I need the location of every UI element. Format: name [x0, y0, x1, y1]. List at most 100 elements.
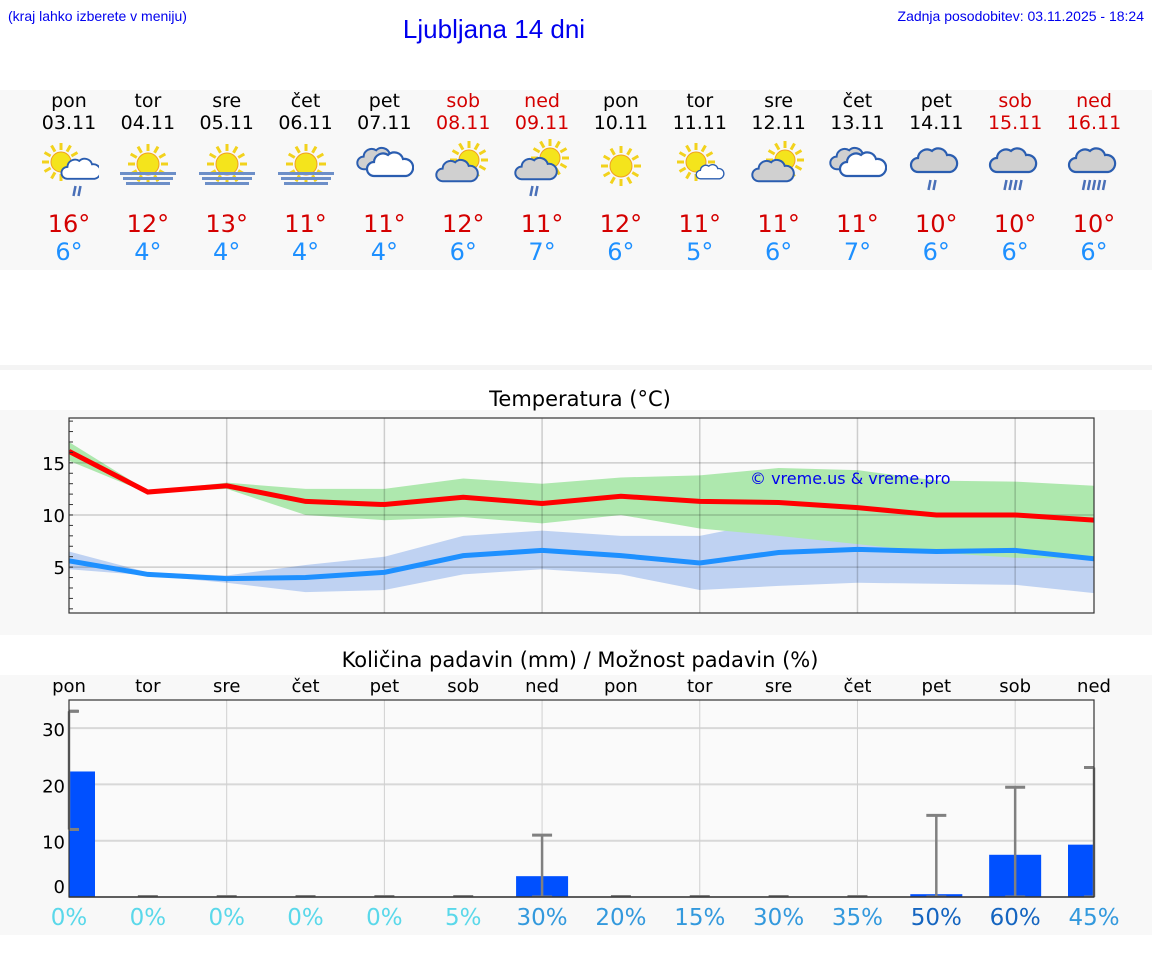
- day-date: 08.11: [436, 112, 491, 134]
- day-name: sre: [212, 90, 242, 112]
- rain-icon: [1003, 179, 1023, 191]
- last-updated: Zadnja posodobitev: 03.11.2025 - 18:24: [897, 8, 1144, 24]
- max-temperature: 10°: [915, 210, 958, 238]
- max-temperature: 11°: [757, 210, 800, 238]
- x-tick-label: pet: [921, 676, 952, 697]
- day-column: tor 11.11 11° 5°: [661, 90, 739, 266]
- max-temperature: 10°: [1072, 210, 1116, 238]
- sun-fog-icon: [119, 144, 176, 185]
- day-date: 12.11: [751, 112, 806, 134]
- day-name: pet: [368, 90, 400, 112]
- cloudy-heavy-rain-icon: [1067, 147, 1117, 191]
- cloud-icon: [750, 158, 795, 183]
- day-column: tor 04.11 12° 4°: [109, 90, 187, 266]
- precipitation-bar: [69, 771, 95, 897]
- min-temperature-line: [69, 546, 1094, 582]
- precipitation-probability: 50%: [910, 905, 962, 931]
- day-name: ned: [1076, 90, 1112, 112]
- cloud-icon: [1067, 147, 1117, 174]
- cloudy-rain-icon: [989, 147, 1038, 191]
- precipitation-error-bar: [532, 833, 553, 897]
- partly-cloudy-icon: [750, 141, 804, 183]
- min-temperature: 6°: [1080, 238, 1108, 266]
- x-tick-label: sre: [764, 676, 793, 697]
- precipitation-probability: 60%: [989, 905, 1041, 931]
- precipitation-probability: 0%: [50, 905, 88, 931]
- precipitation-probability: 30%: [753, 905, 805, 931]
- fog-icon: [198, 172, 255, 185]
- day-column: čet 13.11 11° 7°: [818, 90, 896, 266]
- max-temperature: 11°: [363, 210, 406, 238]
- fog-icon: [277, 172, 334, 185]
- cloud-icon: [514, 156, 558, 181]
- min-temperature: 5°: [686, 238, 714, 266]
- daily-forecast-panel: [0, 90, 1152, 270]
- rain-icon: [1081, 179, 1107, 191]
- max-temperature: 12°: [441, 210, 485, 238]
- rain-icon: [529, 185, 539, 197]
- x-tick-label: sre: [212, 676, 241, 697]
- cloud-icon: [366, 151, 415, 178]
- x-tick-label: čet: [291, 676, 320, 697]
- day-column: pon 10.11 12° 6°: [582, 90, 660, 266]
- max-temperature: 16°: [47, 210, 91, 238]
- x-tick-label: sob: [999, 676, 1032, 697]
- y-tick-label: 10: [42, 506, 65, 527]
- precipitation-error-bar: [926, 813, 947, 897]
- location-hint[interactable]: (kraj lahko izberete v meniju): [8, 8, 187, 24]
- day-column: sob 08.11 12° 6°: [424, 90, 502, 266]
- y-tick-label: 20: [42, 776, 65, 797]
- sun-fog-icon: [198, 144, 255, 185]
- day-date: 07.11: [357, 112, 412, 134]
- sun-small-cloud-icon: [676, 143, 725, 181]
- day-column: sre 05.11 13° 4°: [188, 90, 266, 266]
- page-title: Ljubljana 14 dni: [402, 14, 586, 44]
- day-date: 14.11: [909, 112, 964, 134]
- x-tick-label: pon: [52, 676, 86, 697]
- day-date: 11.11: [672, 112, 727, 134]
- day-date: 15.11: [987, 112, 1043, 134]
- min-temperature: 4°: [134, 238, 162, 266]
- day-column: ned 16.11 10° 6°: [1055, 90, 1133, 266]
- fog-icon: [119, 172, 176, 185]
- cloudy-icon: [829, 146, 888, 178]
- x-tick-label: pet: [369, 676, 400, 697]
- precipitation-error-bar: [1005, 785, 1026, 897]
- day-column: ned 09.11 11° 7°: [503, 90, 581, 266]
- partly-cloudy-icon: [435, 141, 489, 183]
- cloudy-icon: [356, 146, 415, 178]
- max-temperature: 10°: [993, 210, 1037, 238]
- y-tick-label: 15: [42, 454, 65, 475]
- precipitation-probability: 0%: [129, 905, 167, 931]
- min-temperature: 4°: [370, 238, 399, 266]
- min-temperature: 7°: [843, 238, 872, 266]
- precipitation-bar: [1068, 844, 1094, 897]
- temperature-chart-title: Temperatura (°C): [489, 387, 671, 411]
- max-temperature-line: [69, 449, 1094, 523]
- rain-icon: [927, 179, 938, 191]
- min-temperature: 4°: [213, 238, 241, 266]
- precipitation-probability: 5%: [444, 905, 482, 931]
- x-tick-label: pon: [603, 676, 638, 697]
- x-tick-label: čet: [843, 676, 872, 697]
- precipitation-probability: 35%: [831, 905, 884, 931]
- sun-icon: [600, 146, 641, 186]
- day-date: 16.11: [1066, 112, 1122, 134]
- day-name: pon: [603, 90, 639, 112]
- plot-frame: [68, 417, 1095, 614]
- cloud-icon: [989, 147, 1038, 174]
- precipitation-probability: 0%: [287, 905, 324, 931]
- y-tick-label: 30: [42, 720, 65, 741]
- day-column: sre 12.11 11° 6°: [740, 90, 818, 266]
- day-name: sob: [446, 90, 481, 112]
- max-temperature: 12°: [126, 210, 170, 238]
- x-tick-label: ned: [525, 676, 560, 697]
- y-tick-label: 10: [42, 833, 65, 854]
- min-temperature: 6°: [1001, 238, 1029, 266]
- day-date: 04.11: [120, 112, 176, 134]
- max-temperature: 13°: [205, 210, 248, 238]
- max-temperature: 11°: [678, 210, 722, 238]
- watermark: © vreme.us & vreme.pro: [750, 469, 951, 488]
- max-temperature: 11°: [836, 210, 879, 238]
